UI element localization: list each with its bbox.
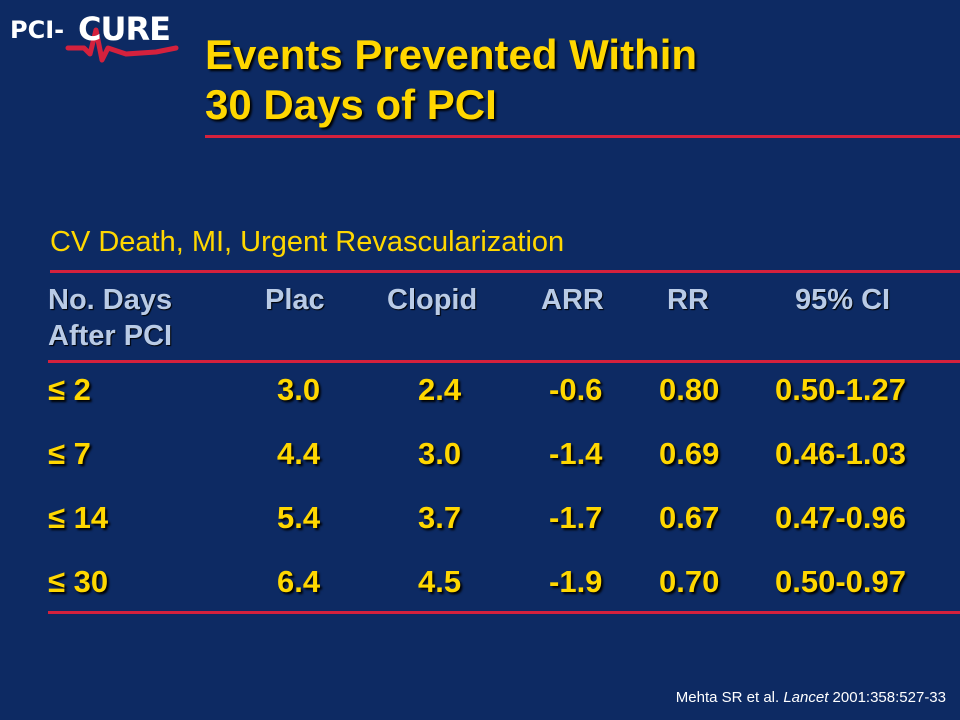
cell-ci: 0.50-0.97 <box>775 564 906 599</box>
header-days-line-2: After PCI <box>48 320 173 352</box>
header-days-line-1: No. Days <box>48 284 173 316</box>
cell-clopid: 3.7 <box>418 500 462 535</box>
days-label: ≤ 30 <box>48 564 109 599</box>
header-days: No. Days After PCI <box>48 282 172 354</box>
cell-clopid: 3.0 <box>418 436 462 471</box>
cell-days: ≤ 7 <box>48 436 91 472</box>
cell-days: ≤ 30 <box>48 564 108 600</box>
header-plac: Plac <box>265 284 325 316</box>
header-clopid: Clopid <box>387 284 478 316</box>
cell-rr: 0.70 <box>659 564 720 599</box>
subtitle-rule <box>50 270 960 273</box>
cell-plac: 4.4 <box>277 436 321 471</box>
citation-journal: Lancet <box>783 689 829 706</box>
cell-ci: 0.46-1.03 <box>775 436 906 471</box>
cell-arr: -1.9 <box>549 564 603 599</box>
cell-plac: 3.0 <box>277 372 321 407</box>
logo-prefix: PCI- <box>10 16 65 44</box>
cell-days: ≤ 14 <box>48 500 108 536</box>
pci-cure-logo: PCI- CURE <box>6 8 181 68</box>
days-label: ≤ 7 <box>48 436 91 471</box>
cell-clopid: 4.5 <box>418 564 462 599</box>
citation-authors: Mehta SR et al. <box>675 689 784 706</box>
cell-rr: 0.69 <box>659 436 720 471</box>
ecg-wave-icon <box>65 27 179 63</box>
cell-rr: 0.80 <box>659 372 720 407</box>
cell-plac: 6.4 <box>277 564 321 599</box>
cell-rr: 0.67 <box>659 500 720 535</box>
cell-arr: -1.7 <box>549 500 603 535</box>
citation: Mehta SR et al. Lancet 2001:358:527-33 <box>676 689 946 706</box>
citation-ref: 2001:358:527-33 <box>828 689 946 706</box>
table-subtitle: CV Death, MI, Urgent Revascularization <box>50 226 565 258</box>
days-label: ≤ 14 <box>48 500 109 535</box>
cell-plac: 5.4 <box>277 500 321 535</box>
table-bottom-rule <box>48 611 960 614</box>
cell-ci: 0.47-0.96 <box>775 500 906 535</box>
cell-days: ≤ 2 <box>48 372 91 408</box>
header-ci: 95% CI <box>795 284 891 316</box>
cell-ci: 0.50-1.27 <box>775 372 906 407</box>
cell-arr: -0.6 <box>549 372 603 407</box>
slide-title: Events Prevented Within 30 Days of PCI <box>205 30 697 130</box>
title-line-1: Events Prevented Within <box>205 31 698 78</box>
cell-clopid: 2.4 <box>418 372 462 407</box>
title-underline <box>205 135 960 138</box>
header-rule <box>48 360 960 363</box>
header-rr: RR <box>667 284 709 316</box>
header-arr: ARR <box>541 284 604 316</box>
days-label: ≤ 2 <box>48 372 91 407</box>
logo-word: CURE <box>78 10 171 48</box>
title-line-2: 30 Days of PCI <box>205 81 497 128</box>
cell-arr: -1.4 <box>549 436 603 471</box>
